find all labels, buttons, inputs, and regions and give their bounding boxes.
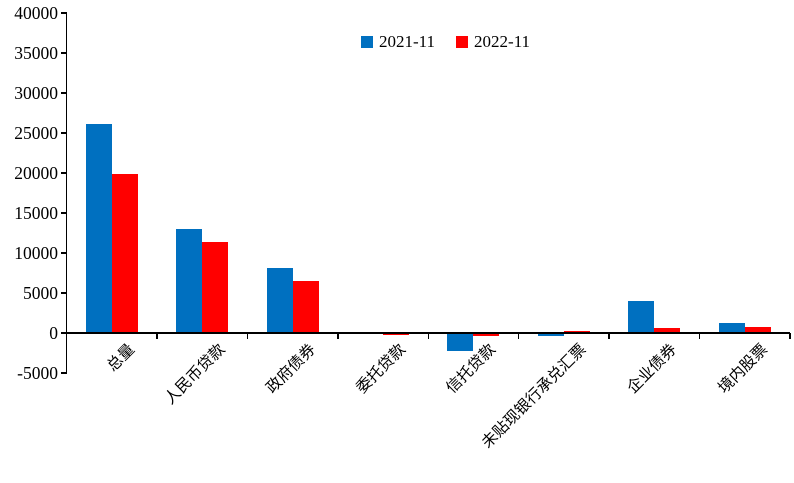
y-axis-tick-mark (60, 12, 67, 14)
x-axis-tick-mark (156, 333, 158, 339)
x-axis-label: 人民币贷款 (161, 341, 229, 408)
x-axis-label: 未贴现银行承兑汇票 (479, 341, 590, 452)
y-axis-tick-mark (60, 132, 67, 134)
x-axis-label: 委托贷款 (353, 341, 410, 397)
legend-label-2021-11: 2021-11 (379, 32, 436, 51)
x-axis-label: 政府债券 (262, 341, 319, 397)
y-axis-tick-label: 25000 (14, 123, 58, 143)
bar-2021-11-cat5 (537, 333, 564, 337)
y-axis-tick-mark (60, 52, 67, 54)
x-axis-label: 境内股票 (714, 341, 771, 397)
legend-swatch-blue (361, 35, 373, 48)
y-axis-tick-mark (60, 172, 67, 174)
x-axis-label: 企业债券 (624, 341, 681, 397)
x-axis-tick-mark (427, 333, 429, 339)
bar-2021-11-cat0 (85, 124, 112, 333)
chart-legend: 2021-11 2022-11 (361, 33, 530, 50)
x-axis-tick-mark (608, 333, 610, 339)
y-axis-tick-label: 20000 (14, 163, 58, 183)
x-axis-label: 总量 (103, 341, 138, 375)
y-axis-tick-mark (60, 92, 67, 94)
bar-2022-11-cat7 (744, 326, 771, 333)
x-axis-tick-mark (789, 333, 791, 339)
y-axis-tick-mark (60, 252, 67, 254)
x-axis-line (65, 332, 790, 334)
y-axis-tick-label: 15000 (14, 203, 58, 223)
bar-2021-11-cat4 (447, 333, 474, 351)
bar-2022-11-cat2 (292, 280, 319, 333)
y-axis-tick-label: 30000 (14, 83, 58, 103)
legend-label-2022-11: 2022-11 (474, 32, 531, 51)
x-axis-tick-mark (337, 333, 339, 339)
bar-2021-11-cat6 (628, 300, 655, 333)
y-axis-tick-label: 40000 (14, 3, 58, 23)
y-axis-tick-mark (60, 372, 67, 374)
y-axis-tick-mark (60, 292, 67, 294)
y-axis-tick-label: 35000 (14, 43, 58, 63)
bar-2022-11-cat1 (202, 241, 229, 333)
x-axis-tick-mark (698, 333, 701, 339)
y-axis-tick-mark (60, 212, 67, 214)
legend-item-2022-11: 2022-11 (456, 33, 530, 50)
y-axis-line (65, 13, 68, 373)
bar-2021-11-cat7 (718, 322, 745, 333)
y-axis-tick-label: 5000 (23, 283, 58, 303)
y-axis-tick-label: 0 (49, 323, 58, 343)
legend-swatch-red (456, 35, 469, 48)
bar-2022-11-cat4 (473, 333, 500, 336)
y-axis-tick-mark (60, 332, 67, 334)
bar-2022-11-cat0 (111, 173, 138, 333)
x-axis-tick-mark (517, 333, 520, 339)
bar-2021-11-cat1 (176, 229, 203, 333)
y-axis-tick-label: 10000 (14, 243, 58, 263)
legend-item-2021-11: 2021-11 (361, 33, 435, 50)
x-axis-tick-mark (246, 333, 249, 339)
y-axis-tick-label: -5000 (17, 363, 58, 383)
bar-2021-11-cat2 (266, 267, 293, 333)
bar-2022-11-cat6 (654, 328, 681, 333)
